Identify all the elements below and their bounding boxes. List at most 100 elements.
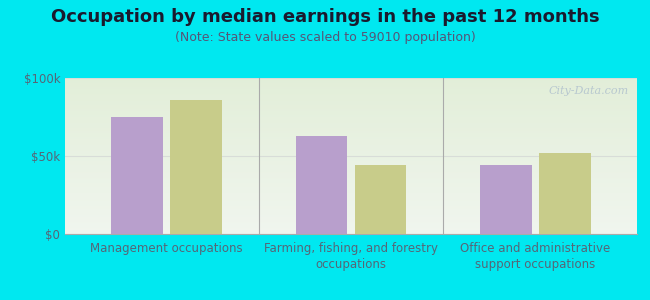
Bar: [65, 0, 637, 83]
Bar: [65, 0, 637, 112]
Bar: [65, 2, 637, 158]
Bar: [65, 42, 637, 198]
Bar: [65, 40, 637, 196]
Bar: [170, 100, 222, 234]
Bar: [65, 47, 637, 203]
Bar: [65, 34, 637, 190]
Bar: [65, 0, 637, 156]
Bar: [65, 39, 637, 195]
Bar: [355, 165, 406, 234]
Bar: [65, 0, 637, 114]
Bar: [65, 0, 637, 109]
Bar: [65, 73, 637, 229]
Bar: [65, 61, 637, 217]
Bar: [65, 6, 637, 162]
Bar: [65, 0, 637, 131]
Bar: [65, 31, 637, 187]
Bar: [65, 17, 637, 173]
Bar: [65, 0, 637, 97]
Bar: [65, 8, 637, 164]
Bar: [111, 117, 162, 234]
Bar: [65, 3, 637, 159]
Bar: [65, 14, 637, 170]
Bar: [65, 0, 637, 130]
Bar: [65, 0, 637, 106]
Bar: [65, 69, 637, 225]
Bar: [65, 0, 637, 89]
Bar: [65, 0, 637, 87]
Bar: [65, 0, 637, 80]
Bar: [65, 0, 637, 120]
Bar: [65, 16, 637, 172]
Bar: [65, 0, 637, 154]
Bar: [65, 22, 637, 178]
Bar: [65, 70, 637, 226]
Bar: [65, 0, 637, 117]
Bar: [65, 28, 637, 184]
Bar: [65, 0, 637, 123]
Bar: [65, 0, 637, 84]
Bar: [65, 0, 637, 111]
Bar: [65, 13, 637, 169]
Bar: [65, 0, 637, 116]
Bar: [65, 0, 637, 133]
Text: Occupation by median earnings in the past 12 months: Occupation by median earnings in the pas…: [51, 8, 599, 26]
Bar: [65, 0, 637, 101]
Bar: [65, 0, 637, 151]
Bar: [65, 75, 637, 231]
Bar: [65, 0, 637, 153]
Bar: [65, 0, 637, 137]
Bar: [65, 62, 637, 218]
Bar: [65, 64, 637, 220]
Bar: [65, 0, 637, 122]
Bar: [65, 65, 637, 221]
Bar: [65, 0, 637, 98]
Bar: [65, 0, 637, 103]
Bar: [65, 0, 637, 128]
Bar: [65, 72, 637, 228]
Bar: [65, 19, 637, 175]
Bar: [65, 33, 637, 189]
Bar: [65, 0, 637, 92]
Bar: [65, 0, 637, 86]
Bar: [65, 44, 637, 200]
Bar: [65, 0, 637, 147]
Bar: [65, 5, 637, 161]
Bar: [65, 0, 637, 100]
Bar: [65, 59, 637, 215]
Bar: [65, 76, 637, 232]
Bar: [65, 56, 637, 212]
Bar: [65, 0, 637, 91]
Bar: [65, 58, 637, 214]
Bar: [65, 0, 637, 139]
Bar: [65, 38, 637, 194]
Bar: [65, 0, 637, 140]
Bar: [65, 0, 637, 94]
Bar: [65, 0, 637, 118]
Bar: [65, 36, 637, 192]
Bar: [65, 45, 637, 201]
Bar: [65, 78, 637, 234]
Bar: [65, 0, 637, 95]
Bar: [65, 9, 637, 165]
Bar: [65, 0, 637, 104]
Bar: [65, 0, 637, 136]
Bar: [65, 0, 637, 126]
Bar: [65, 0, 637, 142]
Bar: [65, 23, 637, 179]
Bar: [540, 153, 591, 234]
Bar: [65, 0, 637, 134]
Bar: [65, 48, 637, 204]
Bar: [65, 53, 637, 209]
Bar: [65, 0, 637, 150]
Bar: [65, 0, 637, 81]
Bar: [296, 136, 347, 234]
Bar: [65, 0, 637, 145]
Bar: [65, 50, 637, 206]
Bar: [65, 0, 637, 108]
Bar: [65, 67, 637, 223]
Bar: [65, 11, 637, 167]
Bar: [65, 30, 637, 186]
Bar: [480, 165, 532, 234]
Bar: [65, 0, 637, 143]
